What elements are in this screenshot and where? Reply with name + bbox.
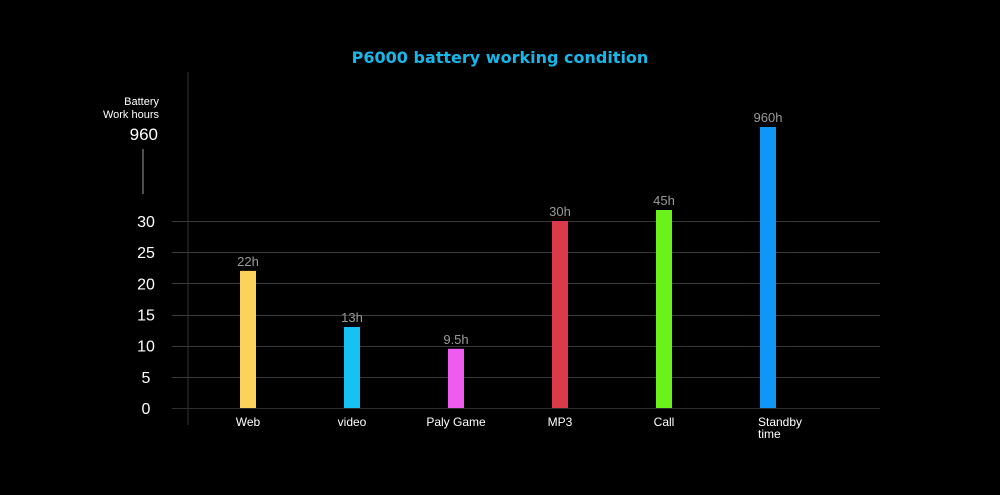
x-tick-label: Paly Game — [426, 415, 486, 429]
x-tick-label: time — [758, 427, 781, 441]
x-tick-label: Call — [654, 415, 675, 429]
y-tick-label: 30 — [137, 214, 155, 231]
x-tick-label: Standby — [758, 415, 802, 429]
x-tick-label: Web — [236, 415, 261, 429]
x-tick-label: video — [338, 415, 367, 429]
bar — [552, 221, 568, 408]
bar — [240, 270, 256, 408]
y-tick-label: 5 — [142, 370, 151, 387]
bar — [448, 348, 464, 408]
data-label: 960h — [754, 110, 783, 125]
y-tick-label: 0 — [142, 401, 151, 418]
data-label: 22h — [237, 254, 259, 269]
x-tick-label: MP3 — [548, 415, 573, 429]
y-axis-label-line-1: Battery — [124, 96, 159, 108]
y-axis-break-label: 960 — [130, 125, 158, 144]
bar — [656, 210, 672, 408]
data-label: 9.5h — [443, 332, 468, 347]
bar — [760, 127, 776, 408]
y-axis-ticks: 0 5 10 15 20 25 30 — [137, 214, 155, 418]
y-axis-label-line-2: Work hours — [103, 109, 160, 121]
y-tick-label: 25 — [137, 245, 155, 262]
data-label: 45h — [653, 193, 675, 208]
y-tick-label: 15 — [137, 308, 155, 325]
data-label: 13h — [341, 310, 363, 325]
bars: 22h 13h 9.5h 30h 45h 960h — [237, 110, 782, 408]
y-tick-label: 10 — [137, 339, 155, 356]
y-tick-label: 20 — [137, 276, 155, 293]
bar — [344, 326, 360, 408]
data-label: 30h — [549, 204, 571, 219]
chart-title: P6000 battery working condition — [352, 48, 649, 67]
